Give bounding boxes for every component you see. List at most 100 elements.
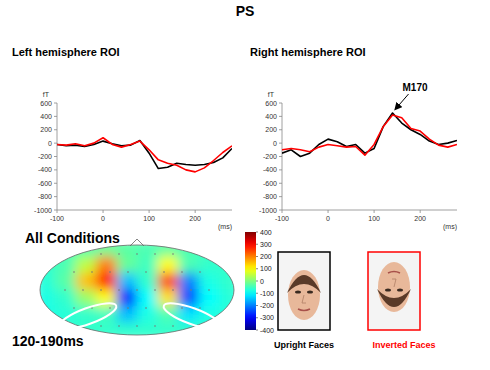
- legend-label: Upright Faces: [274, 340, 334, 350]
- heat-cell: [117, 240, 139, 258]
- sensor-dot: [208, 289, 210, 291]
- colorbar-tick-label: -300: [260, 314, 274, 321]
- colorbar-tick: [256, 232, 258, 233]
- colorbar-tick: [256, 317, 258, 318]
- heat-cell: [117, 323, 139, 341]
- face: [377, 262, 411, 312]
- y-tick: [279, 196, 282, 197]
- heat-cell: [76, 273, 98, 291]
- legend: Upright Faces Inverted Faces: [274, 252, 436, 350]
- heat-cell: [76, 256, 98, 274]
- sensor-dot: [100, 253, 102, 255]
- x-tick-label: -100: [50, 215, 64, 222]
- sensor-dot: [145, 271, 147, 273]
- colorbar-tick: [256, 330, 258, 331]
- heat-cell: [117, 290, 139, 308]
- sensor-dot: [154, 253, 156, 255]
- legend-face: [278, 252, 330, 330]
- sensor-dot: [100, 325, 102, 327]
- y-tick: [54, 210, 57, 211]
- sensor-dot: [136, 253, 138, 255]
- colorbar-tick: [256, 305, 258, 306]
- sensor-dot: [91, 271, 93, 273]
- heat-cell: [55, 256, 77, 274]
- sensor-dot: [109, 307, 111, 309]
- colorbar-tick-label: 100: [260, 265, 272, 272]
- annotation: M170: [403, 82, 428, 93]
- y-tick-label: -1000: [259, 207, 277, 214]
- face-mouth: [388, 272, 400, 274]
- colorbar-tick-label: -200: [260, 302, 274, 309]
- heat-cell: [137, 290, 159, 308]
- sensor-dot: [163, 271, 165, 273]
- sensor-dot: [127, 307, 129, 309]
- x-tick: [374, 210, 375, 213]
- colorbar: [245, 232, 256, 330]
- heat-cell: [219, 306, 241, 324]
- topographic-map: All Conditions120-190ms4003002001000-100…: [12, 229, 274, 350]
- heat-cell: [76, 240, 98, 258]
- colorbar-tick: [256, 281, 258, 282]
- face-eye: [397, 288, 403, 291]
- face: [287, 270, 321, 320]
- sensor-dot: [172, 253, 174, 255]
- sensor-dot: [109, 271, 111, 273]
- legend-face: [368, 252, 420, 330]
- x-tick: [103, 210, 104, 213]
- y-tick: [54, 156, 57, 157]
- annotation-arrow: [396, 94, 409, 109]
- sensor-dot: [181, 271, 183, 273]
- heat-cell: [137, 323, 159, 341]
- y-tick: [279, 116, 282, 117]
- colorbar-tick-label: 200: [260, 253, 272, 260]
- colorbar-tick-label: 0: [260, 278, 264, 285]
- heat-cell: [219, 323, 241, 341]
- legend-label: Inverted Faces: [372, 340, 435, 350]
- heat-cell: [96, 256, 118, 274]
- sensor-dot: [118, 253, 120, 255]
- heat-cell: [55, 273, 77, 291]
- y-tick-label: -200: [38, 153, 52, 160]
- x-axis-label: (ms): [443, 223, 457, 231]
- y-axis-label: fT: [268, 91, 275, 98]
- sensor-dot: [154, 325, 156, 327]
- colorbar-tick-label: -100: [260, 290, 274, 297]
- roi-outline: [57, 298, 119, 334]
- x-tick-label: 200: [414, 215, 426, 222]
- face-nose: [302, 295, 306, 303]
- heat-cell: [137, 306, 159, 324]
- y-tick-label: 400: [40, 113, 52, 120]
- figure: PSLeft hemisphere ROIfT(ms)-1000-800-600…: [0, 0, 490, 370]
- y-tick-label: -400: [263, 166, 277, 173]
- x-tick-label: 0: [326, 215, 330, 222]
- head-nose: [130, 239, 144, 246]
- y-tick: [54, 143, 57, 144]
- x-tick: [149, 210, 150, 213]
- colorbar-tick-label: -400: [260, 327, 274, 334]
- heat-cell: [117, 273, 139, 291]
- face-frame: [278, 252, 330, 330]
- x-tick: [57, 210, 58, 213]
- y-tick-label: 200: [40, 126, 52, 133]
- x-tick-label: 100: [368, 215, 380, 222]
- heat-cell: [96, 273, 118, 291]
- y-tick: [279, 103, 282, 104]
- y-tick: [279, 156, 282, 157]
- heat-cell: [178, 273, 200, 291]
- sensor-dot: [181, 307, 183, 309]
- heat-cell: [199, 240, 221, 258]
- heat-cell: [158, 256, 180, 274]
- y-tick-label: -1000: [34, 207, 52, 214]
- heatmap-title: All Conditions: [25, 230, 120, 246]
- plot-area: [57, 138, 232, 172]
- heat-cell: [219, 240, 241, 258]
- y-tick-label: 0: [273, 140, 277, 147]
- line-chart: Left hemisphere ROIfT(ms)-1000-800-600-4…: [12, 46, 232, 231]
- heatmap-subtitle: 120-190ms: [12, 333, 84, 349]
- sensor-dot: [118, 289, 120, 291]
- y-tick-label: 600: [40, 100, 52, 107]
- heat-cell: [35, 306, 57, 324]
- y-tick-label: -600: [263, 180, 277, 187]
- sensor-dot: [136, 289, 138, 291]
- plot-area: [282, 113, 457, 156]
